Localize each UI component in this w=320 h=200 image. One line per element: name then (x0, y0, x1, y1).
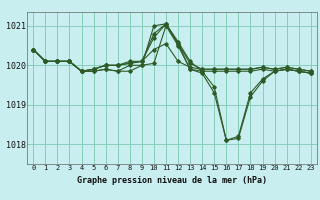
X-axis label: Graphe pression niveau de la mer (hPa): Graphe pression niveau de la mer (hPa) (77, 176, 267, 185)
